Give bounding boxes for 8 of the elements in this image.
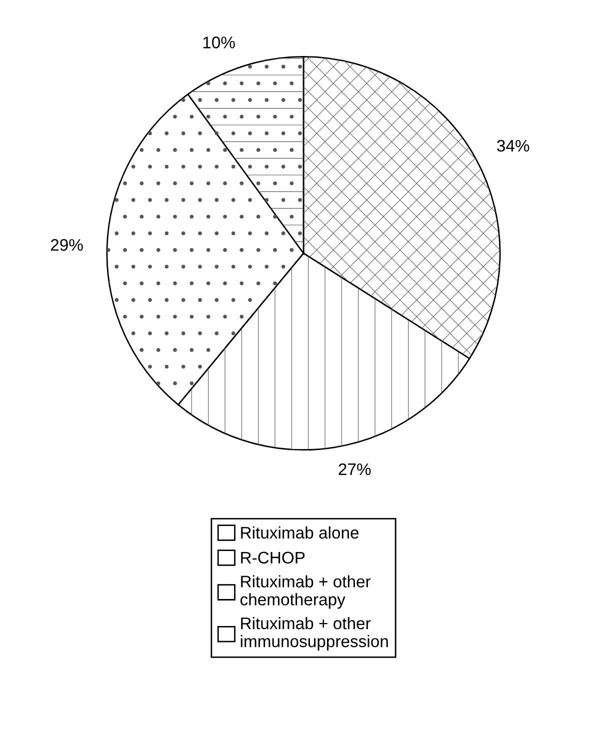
data-label: 29% [50, 239, 83, 251]
legend-label: Rituximab + other immunosuppression [240, 617, 388, 651]
data-label: 34% [497, 140, 530, 152]
legend-label: R-CHOP [241, 552, 305, 564]
data-label: 10% [203, 36, 235, 48]
data-label: 27% [338, 463, 371, 476]
legend-label: Rituximab alone [241, 526, 359, 539]
legend-label: Rituximab + other chemotherapy [240, 575, 371, 609]
